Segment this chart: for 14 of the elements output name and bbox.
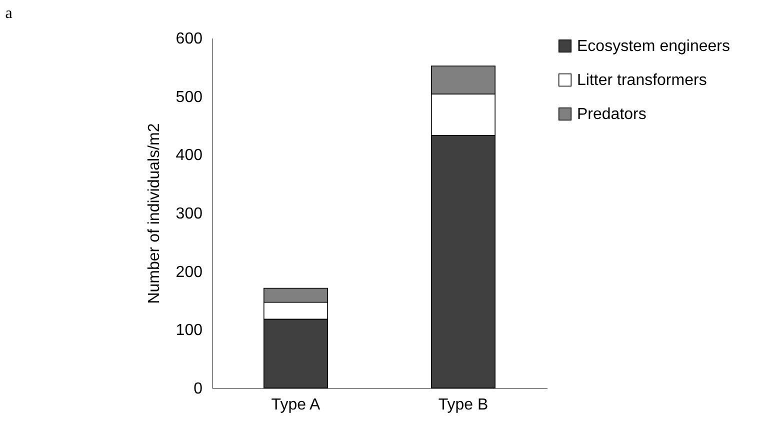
x-tick-label: Type A [271,396,321,414]
y-tick-label: 0 [194,380,203,398]
y-tick-label: 500 [176,88,203,106]
legend-label: Litter transformers [577,72,707,89]
y-tick-label: 200 [176,264,203,281]
legend-label: Ecosystem engineers [577,38,730,55]
x-tick-label: Type B [438,396,488,414]
y-tick-label: 100 [176,322,203,340]
y-tick-label: 400 [176,147,203,164]
text: a [5,5,12,22]
y-tick-label: 300 [176,206,203,222]
y-tick-label: 600 [176,30,203,48]
y-axis-title: Number of individuals/m2 [146,123,163,304]
legend-label: Predators [577,106,646,123]
